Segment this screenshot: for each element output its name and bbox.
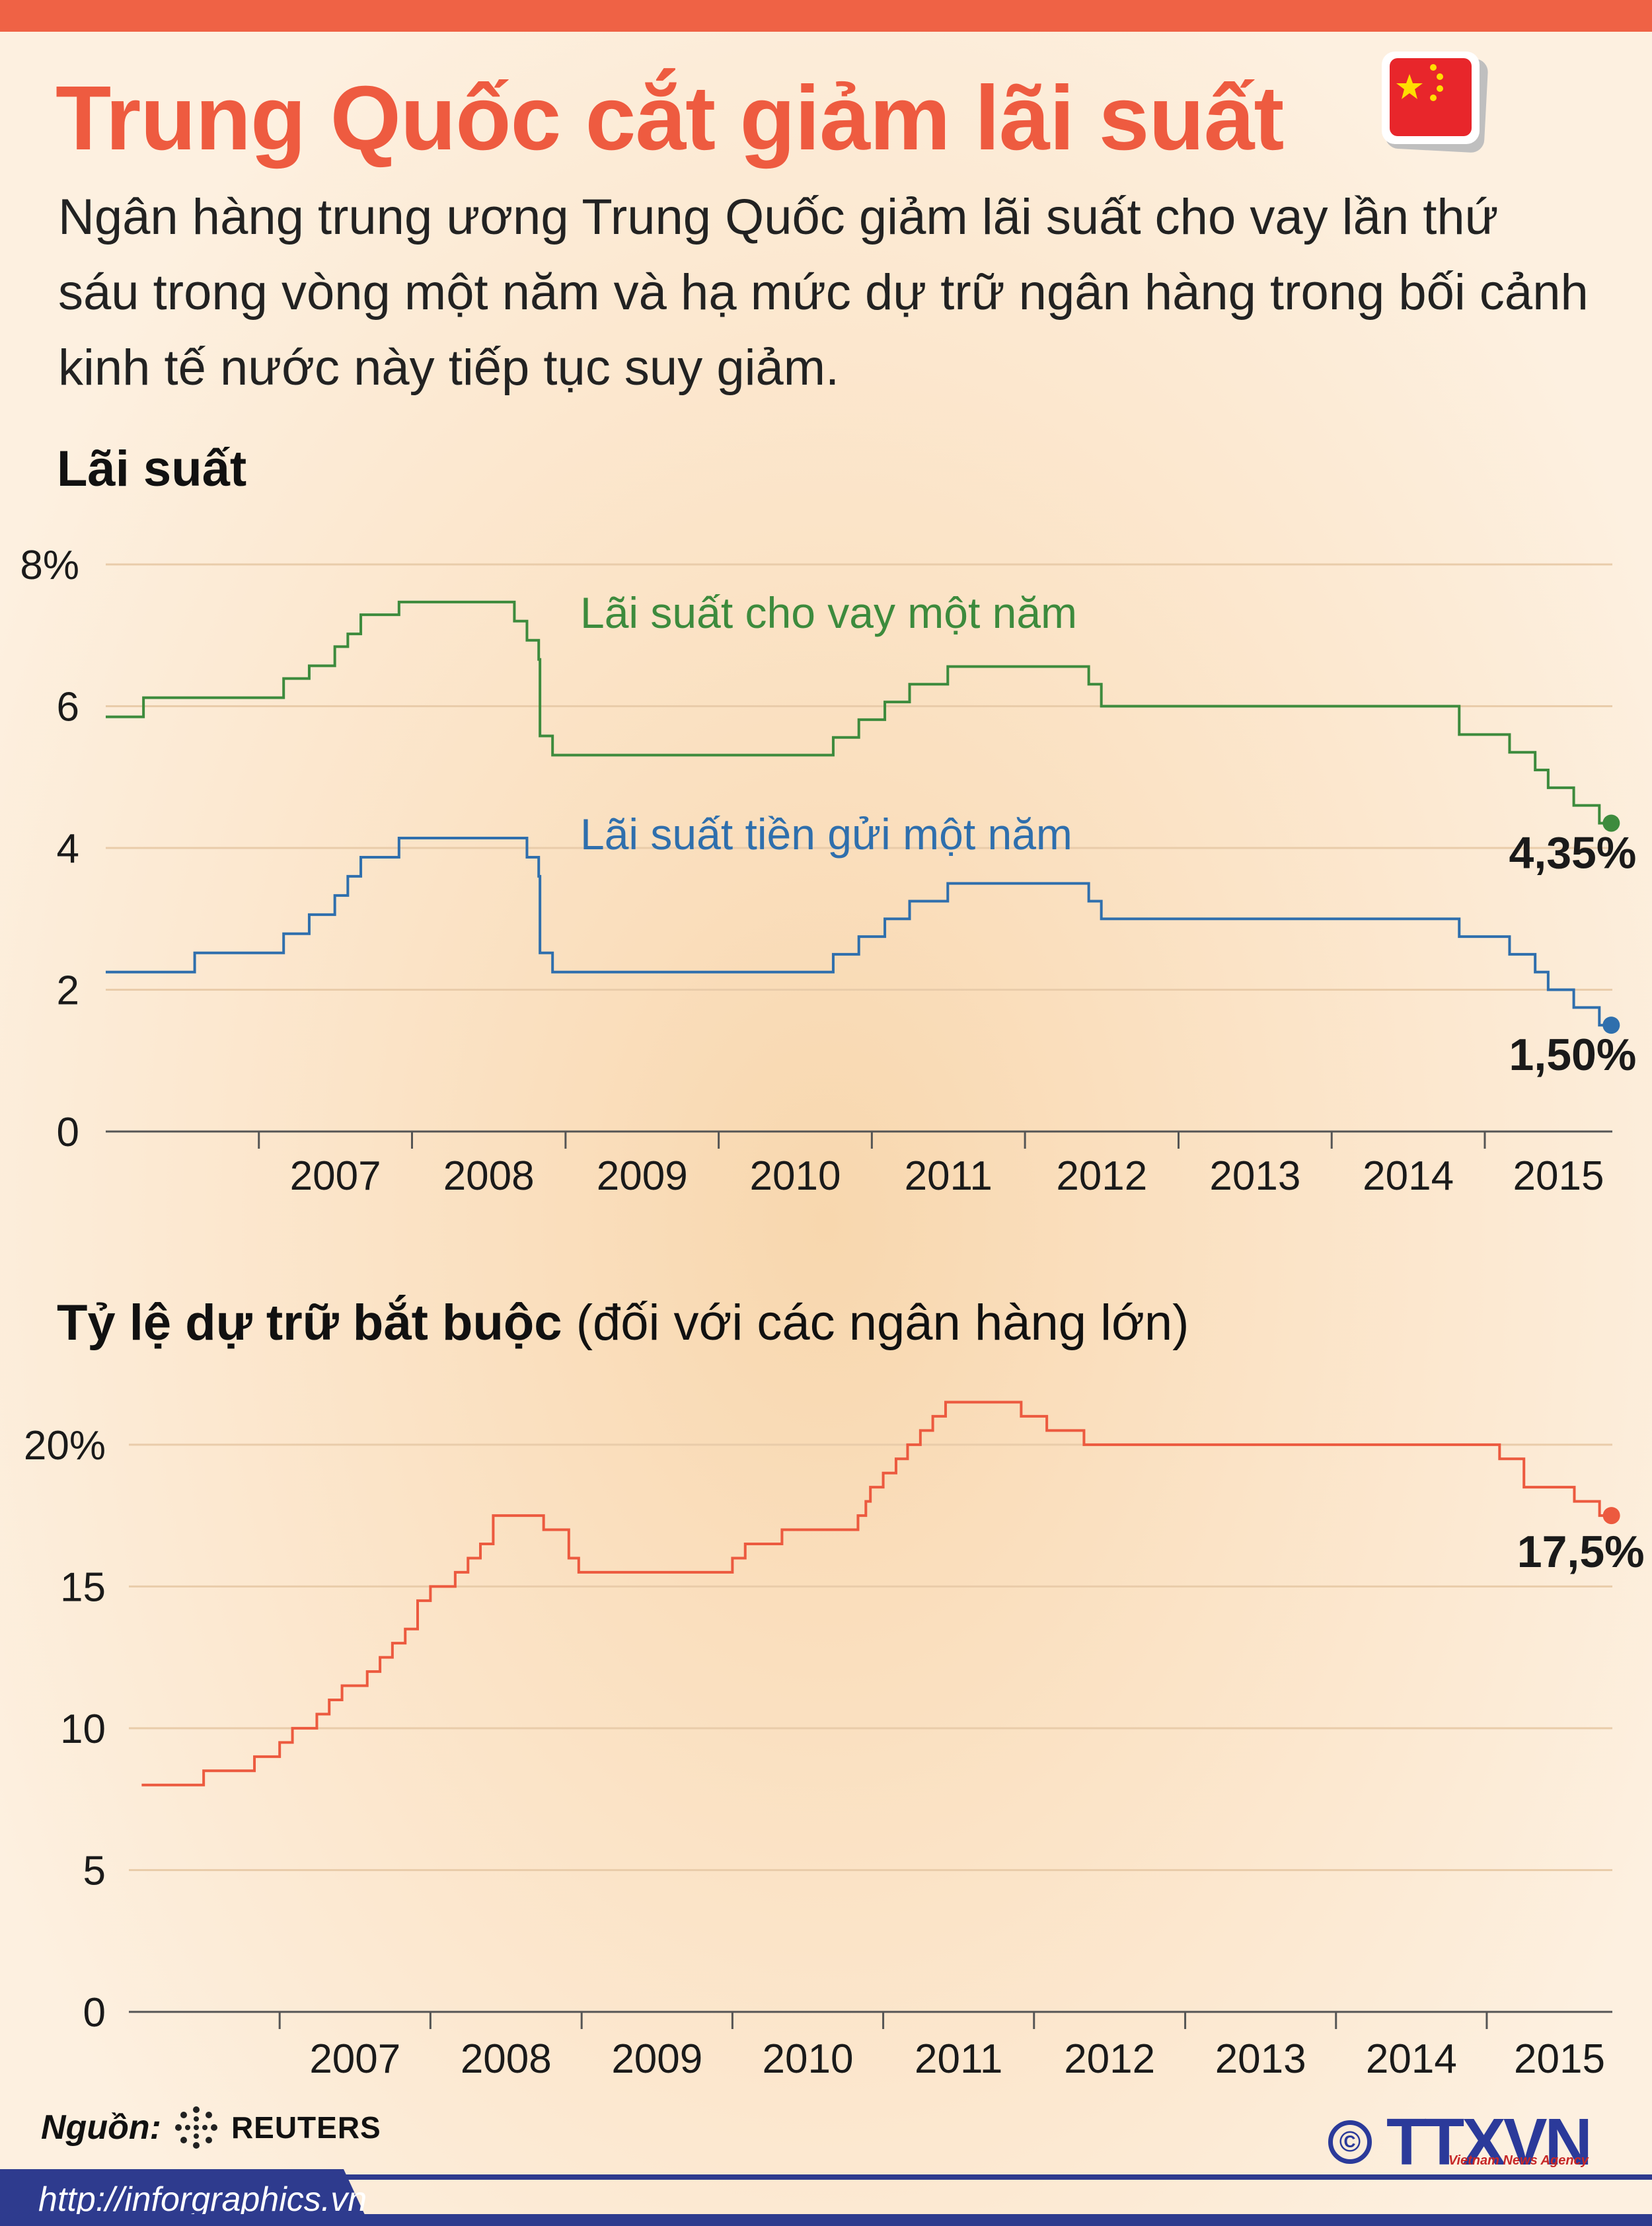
reserve-title-bold: Tỷ lệ dự trữ bắt buộc [57,1295,562,1351]
x-tick-label: 2014 [1366,2036,1457,2082]
loan-series-name-label: Lãi suất cho vay một năm [580,588,1077,637]
reserve-title-rest: (đối với các ngân hàng lớn) [562,1295,1189,1351]
reserve-end-value-label: 17,5% [1517,1527,1645,1577]
x-tick-label: 2010 [763,2036,854,2082]
x-tick-label: 2009 [611,2036,702,2082]
y-tick-label: 10 [60,1707,106,1752]
x-tick-label: 2013 [1215,2036,1306,2082]
x-tick-label: 2007 [309,2036,400,2082]
deposit-end-point [1602,1017,1620,1034]
y-tick-label: 8% [20,543,79,588]
x-tick-label: 2010 [750,1153,841,1199]
ttxvn-logo: © TTXVN Vietnam News Agency [1328,2109,1593,2175]
x-tick-label: 2014 [1363,1153,1454,1199]
x-tick-label: 2011 [905,1153,993,1199]
loan-end-value-label: 4,35% [1509,827,1637,878]
china-flag-icon [1382,52,1488,153]
interest-rate-section-title: Lãi suất [57,441,247,497]
x-tick-label: 2015 [1514,2036,1605,2082]
x-tick-label: 2012 [1056,1153,1147,1199]
x-tick-label: 2012 [1064,2036,1155,2082]
x-tick-label: 2013 [1209,1153,1300,1199]
page-title: Trung Quốc cắt giảm lãi suất [56,67,1284,169]
x-tick-label: 2008 [443,1153,535,1199]
x-tick-label: 2007 [290,1153,381,1199]
interest-rate-chart: 0 2 4 6 8% 2007 2008 2009 2010 2011 2012 2013 2014 20… [20,543,1637,1199]
deposit-end-value-label: 1,50% [1509,1030,1637,1080]
ttxvn-logo-text: TTXVN [1386,2105,1593,2179]
loan-series-line [106,600,1612,825]
y-tick-label: 0 [57,1110,79,1155]
reserve-series-line [141,1401,1612,1786]
y-tick-label: 20% [24,1423,106,1469]
footer-bottom-bar [0,2214,1652,2226]
reserve-ratio-chart: 0 5 10 15 20% 2007 2008 2009 2010 2011 2012 2013 201… [24,1401,1645,2082]
y-tick-label: 5 [83,1848,106,1894]
x-tick-label: 2008 [461,2036,552,2082]
source-label: Nguồn: [41,2108,161,2147]
reserve-end-point [1602,1507,1620,1525]
y-tick-label: 0 [83,1990,106,2036]
x-tick-label: 2011 [915,2036,1002,2082]
footer-stripe [0,2174,1652,2180]
ttxvn-logo-subtitle: Vietnam News Agency [1448,2153,1589,2168]
reuters-wordmark: REUTERS [231,2110,381,2145]
reserve-ratio-section-title: Tỷ lệ dự trữ bắt buộc (đối với các ngân … [57,1294,1189,1352]
y-tick-label: 15 [60,1564,106,1610]
reuters-logo-icon [174,2106,217,2149]
footer-url-link[interactable]: http://inforgraphics.vn [38,2180,367,2219]
top-accent-bar [0,0,1652,32]
deposit-series-name-label: Lãi suất tiền gửi một năm [580,810,1072,859]
y-tick-label: 2 [57,968,79,1014]
loan-end-point [1602,814,1620,832]
y-tick-label: 6 [57,685,79,730]
y-tick-label: 4 [57,826,79,872]
ttxvn-wordmark: TTXVN Vietnam News Agency [1386,2109,1593,2175]
x-tick-label: 2015 [1513,1153,1604,1199]
source-credit: Nguồn: REUTERS [41,2104,381,2151]
copyright-icon: © [1328,2120,1372,2164]
x-tick-label: 2009 [597,1153,688,1199]
subtitle-paragraph: Ngân hàng trung ương Trung Quốc giảm lãi… [58,189,1589,396]
deposit-series-line [106,836,1612,1027]
